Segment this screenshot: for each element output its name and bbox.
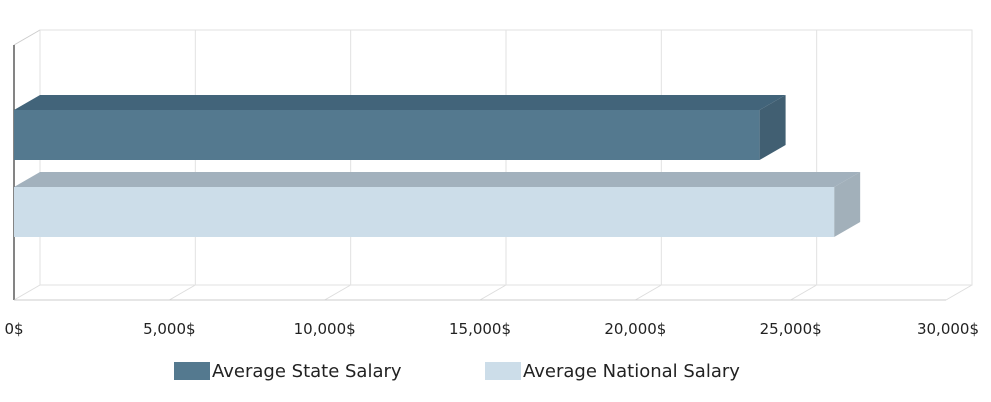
bar-1-side [834,172,861,237]
bars-layer [14,95,861,237]
floor-gridline-4 [635,284,662,301]
x-tick-label-2: 10,000$ [294,320,356,338]
legend-item-state[interactable]: Average State Salary [174,359,402,383]
grid-layer [13,29,973,301]
bar-0-side [759,95,786,160]
x-tick-label-5: 25,000$ [760,320,822,338]
bar-1[interactable] [14,172,861,237]
floor-gridline-3 [479,284,507,301]
axis-layer [13,45,946,301]
bar-1-front [14,187,835,237]
floor-gridline-0 [13,284,41,301]
bar-1-top [14,172,861,187]
tick-labels: 0$ 5,000$ 10,000$ 15,000$ 20,000$ 25,000$ 30,0… [4,320,979,338]
floor-gridline-5 [790,284,817,301]
bar-0-front [14,110,760,160]
bar-0[interactable] [14,95,786,160]
x-tick-label-4: 20,000$ [604,320,666,338]
bar-chart: 0$ 5,000$ 10,000$ 15,000$ 20,000$ 25,000$ 30,0… [4,29,979,338]
floor-gridline-6 [945,284,973,301]
legend-swatch-national [485,362,521,380]
depth-edge-top [13,29,41,46]
legend-swatch-state [174,362,210,380]
x-tick-label-6: 30,000$ [917,320,979,338]
x-tick-label-0: 0$ [4,320,23,338]
x-tick-label-3: 15,000$ [449,320,511,338]
legend-label-national: Average National Salary [523,360,740,382]
floor-gridline-2 [324,284,351,301]
legend-item-national[interactable]: Average National Salary [485,359,740,383]
legend: Average State Salary Average National Sa… [0,359,991,385]
bar-0-top [14,95,786,110]
floor-gridline-1 [169,284,196,301]
x-tick-label-1: 5,000$ [143,320,196,338]
legend-label-state: Average State Salary [212,360,402,382]
